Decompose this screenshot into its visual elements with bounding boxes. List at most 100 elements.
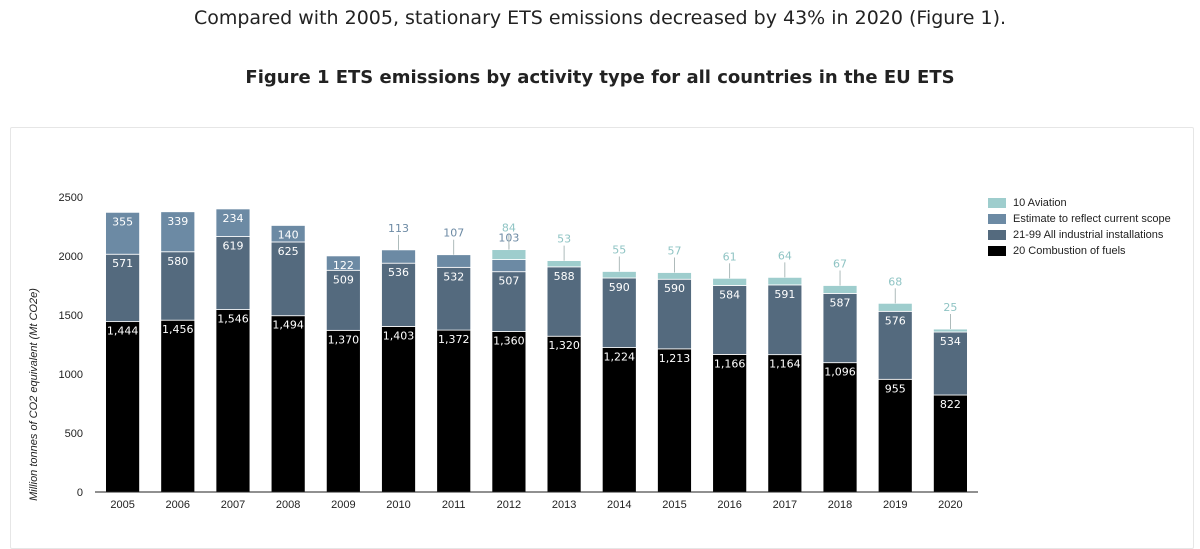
- data-label: 536: [388, 266, 409, 279]
- data-label: 140: [278, 228, 299, 241]
- bar-segment: [657, 278, 692, 350]
- data-label: 590: [609, 281, 630, 294]
- data-label: 107: [443, 227, 464, 240]
- data-label: 1,372: [438, 333, 470, 346]
- data-label: 1,370: [328, 333, 360, 346]
- bar-segment: [657, 272, 692, 280]
- legend-swatch: [988, 230, 1006, 240]
- bar-segment: [546, 266, 582, 337]
- y-tick-label: 1000: [59, 369, 83, 381]
- x-tick-label: 2014: [607, 499, 631, 511]
- bar-segment: [877, 310, 913, 380]
- data-label: 1,494: [272, 319, 304, 332]
- bar-segment: [767, 276, 803, 286]
- bar-segment: [381, 262, 416, 327]
- bar-segment: [491, 259, 527, 273]
- bar-segment: [436, 254, 472, 268]
- bar-segment: [325, 269, 361, 331]
- legend-label: 10 Aviation: [1013, 197, 1067, 209]
- data-label: 339: [167, 215, 188, 228]
- bar-segment: [822, 293, 858, 364]
- data-label: 619: [222, 240, 243, 253]
- data-label: 591: [774, 288, 795, 301]
- data-label: 955: [885, 382, 906, 395]
- data-label: 576: [885, 314, 906, 327]
- bar-segment: [105, 253, 140, 323]
- bar-segment: [877, 378, 913, 493]
- y-axis-label: Million tonnes of CO2 equivalent (Mt CO2…: [28, 288, 40, 501]
- bar-segment: [877, 302, 913, 312]
- x-tick-label: 2010: [386, 499, 410, 511]
- x-tick-label: 2017: [773, 499, 797, 511]
- y-tick-label: 2000: [59, 251, 83, 263]
- bar-segment: [657, 348, 692, 493]
- legend-label: 20 Combustion of fuels: [1013, 245, 1126, 257]
- bar-segment: [491, 331, 527, 493]
- bar-segment: [436, 329, 472, 493]
- x-tick-label: 2019: [883, 499, 907, 511]
- x-tick-label: 2011: [442, 499, 466, 511]
- bar-segment: [270, 315, 306, 493]
- data-label: 57: [667, 245, 681, 258]
- x-tick-label: 2015: [662, 499, 686, 511]
- legend-label: 21-99 All industrial installations: [1013, 229, 1164, 241]
- data-label: 1,320: [548, 339, 580, 352]
- bar-segment: [601, 271, 637, 279]
- data-label: 122: [333, 259, 354, 272]
- data-label: 67: [833, 258, 847, 271]
- data-label: 1,213: [659, 352, 691, 365]
- data-label: 68: [888, 275, 902, 288]
- bar-segment: [933, 394, 968, 493]
- data-label: 822: [940, 398, 961, 411]
- data-label: 507: [498, 275, 519, 288]
- data-label: 61: [723, 250, 737, 263]
- data-label: 509: [333, 273, 354, 286]
- bar-segment: [325, 329, 361, 493]
- data-label: 55: [612, 243, 626, 256]
- x-tick-label: 2009: [331, 499, 355, 511]
- data-label: 1,403: [383, 329, 415, 342]
- bar-segment: [491, 249, 527, 260]
- data-label: 1,456: [162, 323, 194, 336]
- bar-segment: [546, 260, 582, 268]
- legend-item[interactable]: Estimate to reflect current scope: [988, 211, 1171, 227]
- data-label: 625: [278, 245, 299, 258]
- stacked-bar-chart: 0 500 1000 1500 2000 2500 Million tonnes of CO…: [28, 192, 978, 511]
- bar-segment: [381, 249, 416, 264]
- legend-swatch: [988, 214, 1006, 224]
- legend-swatch: [988, 246, 1006, 256]
- y-tick-label: 2500: [59, 192, 83, 204]
- legend-item[interactable]: 20 Combustion of fuels: [988, 243, 1171, 259]
- bar-segment: [215, 208, 251, 237]
- y-tick-label: 1500: [59, 310, 83, 322]
- data-label: 588: [554, 270, 575, 283]
- data-label: 584: [719, 289, 740, 302]
- x-tick-label: 2016: [717, 499, 741, 511]
- data-label: 1,224: [604, 351, 636, 364]
- data-label: 1,444: [107, 325, 139, 338]
- bar-segment: [381, 326, 416, 493]
- legend-swatch: [988, 198, 1006, 208]
- bar-segment: [105, 211, 140, 255]
- bar-segment: [712, 285, 748, 355]
- data-label: 1,166: [714, 357, 746, 370]
- data-label: 571: [112, 257, 133, 270]
- data-label: 580: [167, 255, 188, 268]
- bar-segment: [546, 335, 582, 493]
- bar-segment: [767, 354, 803, 493]
- bar-segment: [215, 236, 251, 310]
- data-label: 1,164: [769, 358, 801, 371]
- bar-segment: [270, 225, 306, 243]
- data-label: 25: [943, 301, 957, 314]
- data-label: 53: [557, 233, 571, 246]
- data-label: 113: [388, 222, 409, 235]
- bar-segment: [767, 284, 803, 356]
- data-label: 1,096: [824, 366, 856, 379]
- bar-segment: [160, 211, 196, 253]
- legend-item[interactable]: 21-99 All industrial installations: [988, 227, 1171, 243]
- bar-segment: [105, 321, 140, 493]
- data-label: 1,360: [493, 335, 525, 348]
- y-tick-label: 500: [65, 428, 83, 440]
- data-label: 532: [443, 270, 464, 283]
- legend-item[interactable]: 10 Aviation: [988, 195, 1171, 211]
